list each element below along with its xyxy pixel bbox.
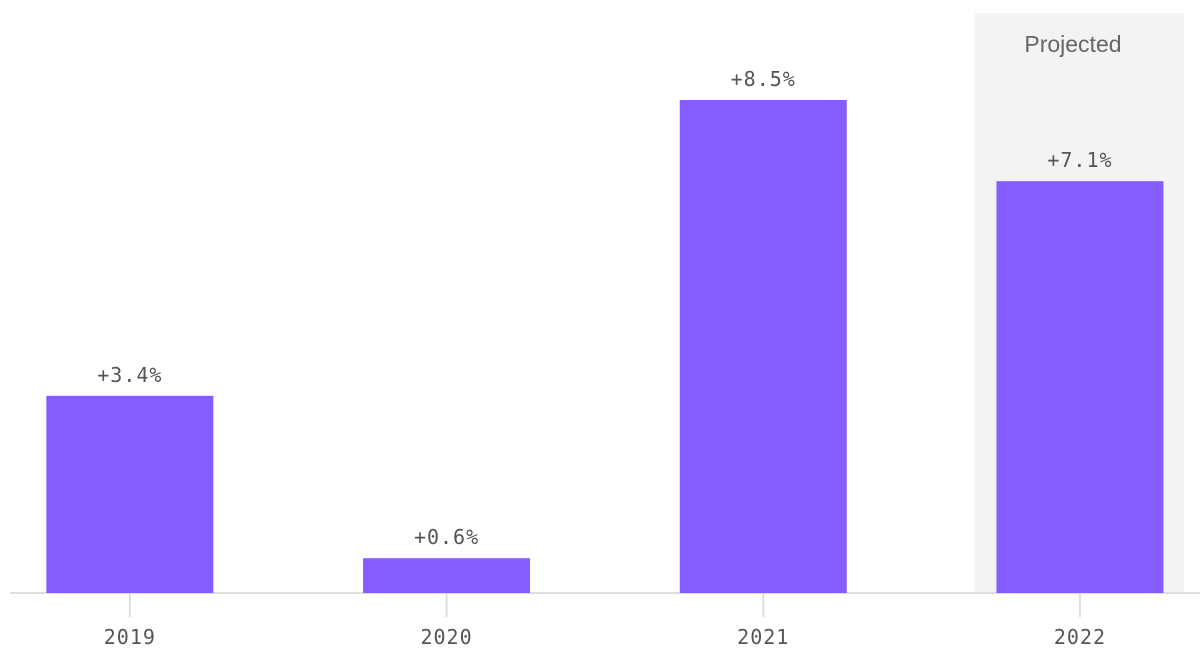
value-label: +0.6% (414, 525, 479, 549)
projected-label: Projected (1024, 31, 1121, 57)
bar (679, 100, 847, 593)
x-tick-label: 2019 (104, 625, 156, 649)
bar (363, 558, 531, 593)
value-label: +7.1% (1047, 148, 1112, 172)
value-label: +3.4% (97, 363, 162, 387)
value-label: +8.5% (731, 67, 796, 91)
x-tick-label: 2022 (1054, 625, 1106, 649)
bar (46, 395, 214, 593)
x-tick-label: 2021 (737, 625, 789, 649)
x-tick-label: 2020 (420, 625, 472, 649)
bar (996, 181, 1164, 593)
